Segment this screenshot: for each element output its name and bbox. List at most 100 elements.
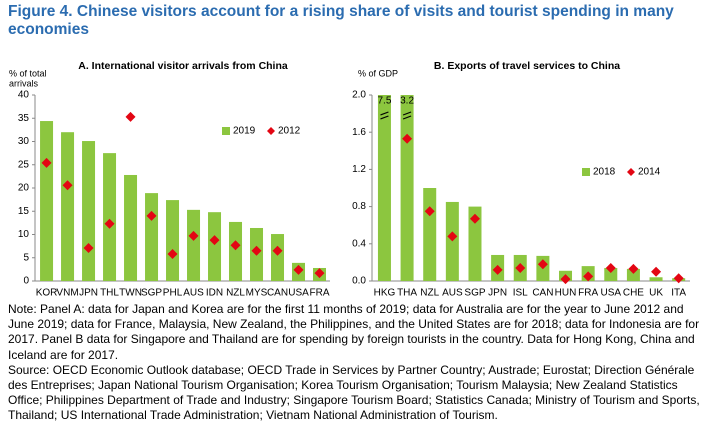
y-tick-label: 0.8 <box>352 201 366 212</box>
y-tick-label: 30 <box>18 136 30 147</box>
diamond-marker <box>424 206 435 217</box>
diamond-marker <box>209 235 220 246</box>
diamond-marker <box>673 273 684 284</box>
x-tick-label: CAN <box>532 288 553 299</box>
diamond-marker <box>515 262 526 273</box>
diamond-marker <box>125 111 136 122</box>
bar <box>468 206 482 281</box>
plot-area <box>40 121 327 281</box>
x-tick-label: CAN <box>267 288 288 299</box>
x-tick-label: HUN <box>555 288 577 299</box>
x-tick-label: USA <box>288 288 309 299</box>
diamond-marker <box>62 180 73 191</box>
axis-break <box>380 111 389 120</box>
x-tick-label: UK <box>649 288 663 299</box>
x-tick-label: PHL <box>163 288 183 299</box>
diamond-marker <box>188 230 199 241</box>
diamond-marker <box>293 264 304 275</box>
x-tick-label: IDN <box>206 288 223 299</box>
y-tick-label: 35 <box>18 113 30 124</box>
x-tick-label: JPN <box>79 288 98 299</box>
y-tick-label: 0 <box>23 276 29 287</box>
notes: Note: Panel A: data for Japan and Korea … <box>8 302 710 424</box>
bar <box>649 277 663 281</box>
x-tick-label: CHE <box>623 288 644 299</box>
legend-swatch <box>267 127 275 135</box>
axis-break <box>402 111 412 120</box>
x-tick-label: MYS <box>246 288 268 299</box>
y-tick-label: 10 <box>18 229 30 240</box>
diamond-marker <box>651 266 662 277</box>
diamond-marker <box>469 213 480 224</box>
figure-title: Figure 4. Chinese visitors account for a… <box>8 3 674 38</box>
diamond-marker <box>492 264 503 275</box>
x-tick-label: FRA <box>310 288 330 299</box>
diamond-marker <box>41 157 52 168</box>
x-tick-label: AUS <box>442 288 463 299</box>
bar <box>377 95 391 281</box>
x-tick-label: USA <box>601 288 622 299</box>
x-tick-label: SGP <box>464 288 485 299</box>
plot-area <box>377 95 686 281</box>
y-tick-label: 5 <box>23 252 29 263</box>
bar <box>423 188 437 281</box>
y-tick-label: 1.2 <box>352 164 366 175</box>
bar <box>103 153 117 281</box>
value-label: 7.5 <box>377 96 391 107</box>
y-axis-label: % of GDP <box>358 68 398 78</box>
x-tick-label: ITA <box>671 288 686 299</box>
bar <box>61 132 75 281</box>
diamond-marker <box>537 259 548 270</box>
bar <box>626 268 640 281</box>
bar <box>271 234 285 281</box>
bar <box>145 193 159 281</box>
bar <box>187 209 201 281</box>
legend-label: 2018 <box>593 167 616 178</box>
bar <box>229 221 243 281</box>
diamond-marker <box>251 245 262 256</box>
diamond-marker <box>167 249 178 260</box>
bar <box>604 267 618 281</box>
legend-swatch <box>222 127 230 135</box>
diamond-marker <box>104 218 115 229</box>
diamond-marker <box>402 133 413 144</box>
bar <box>166 200 180 281</box>
x-tick-label: SGP <box>141 288 162 299</box>
legend-swatch <box>627 168 635 176</box>
x-tick-label: FRA <box>578 288 598 299</box>
note: Note: Panel A: data for Japan and Korea … <box>8 302 700 362</box>
x-tick-label: ISL <box>513 288 528 299</box>
bar <box>124 174 138 281</box>
x-tick-label: THL <box>100 288 119 299</box>
bar <box>82 141 96 281</box>
x-tick-label: JPN <box>488 288 507 299</box>
legend-label: 2012 <box>278 126 301 137</box>
y-tick-label: 40 <box>18 90 30 101</box>
diamond-marker <box>83 242 94 253</box>
diamond-marker <box>314 268 325 279</box>
diamond-marker <box>583 271 594 282</box>
panel-title: B. Exports of travel services to China <box>434 60 620 72</box>
bar <box>400 95 414 281</box>
x-tick-label: AUS <box>183 288 204 299</box>
x-tick-label: TWN <box>119 288 142 299</box>
y-tick-label: 0.0 <box>352 276 366 287</box>
diamond-marker <box>146 210 157 221</box>
x-tick-label: NZL <box>420 288 439 299</box>
x-tick-label: KOR <box>36 288 58 299</box>
y-axis-label: % of total <box>9 68 47 78</box>
source: Source: OECD Economic Outlook database; … <box>8 362 700 423</box>
bar <box>208 212 222 281</box>
diamond-marker <box>560 274 571 285</box>
y-tick-label: 2.0 <box>352 90 366 101</box>
y-tick-label: 0.4 <box>352 238 366 249</box>
legend-label: 2019 <box>233 126 256 137</box>
x-tick-label: THA <box>397 288 417 299</box>
y-tick-label: 20 <box>18 183 30 194</box>
x-tick-label: NZL <box>226 288 245 299</box>
y-axis-label: arrivals <box>9 78 39 88</box>
bar <box>445 201 459 281</box>
x-tick-label: HKG <box>374 288 396 299</box>
diamond-marker <box>230 240 241 251</box>
y-tick-label: 1.6 <box>352 127 366 138</box>
